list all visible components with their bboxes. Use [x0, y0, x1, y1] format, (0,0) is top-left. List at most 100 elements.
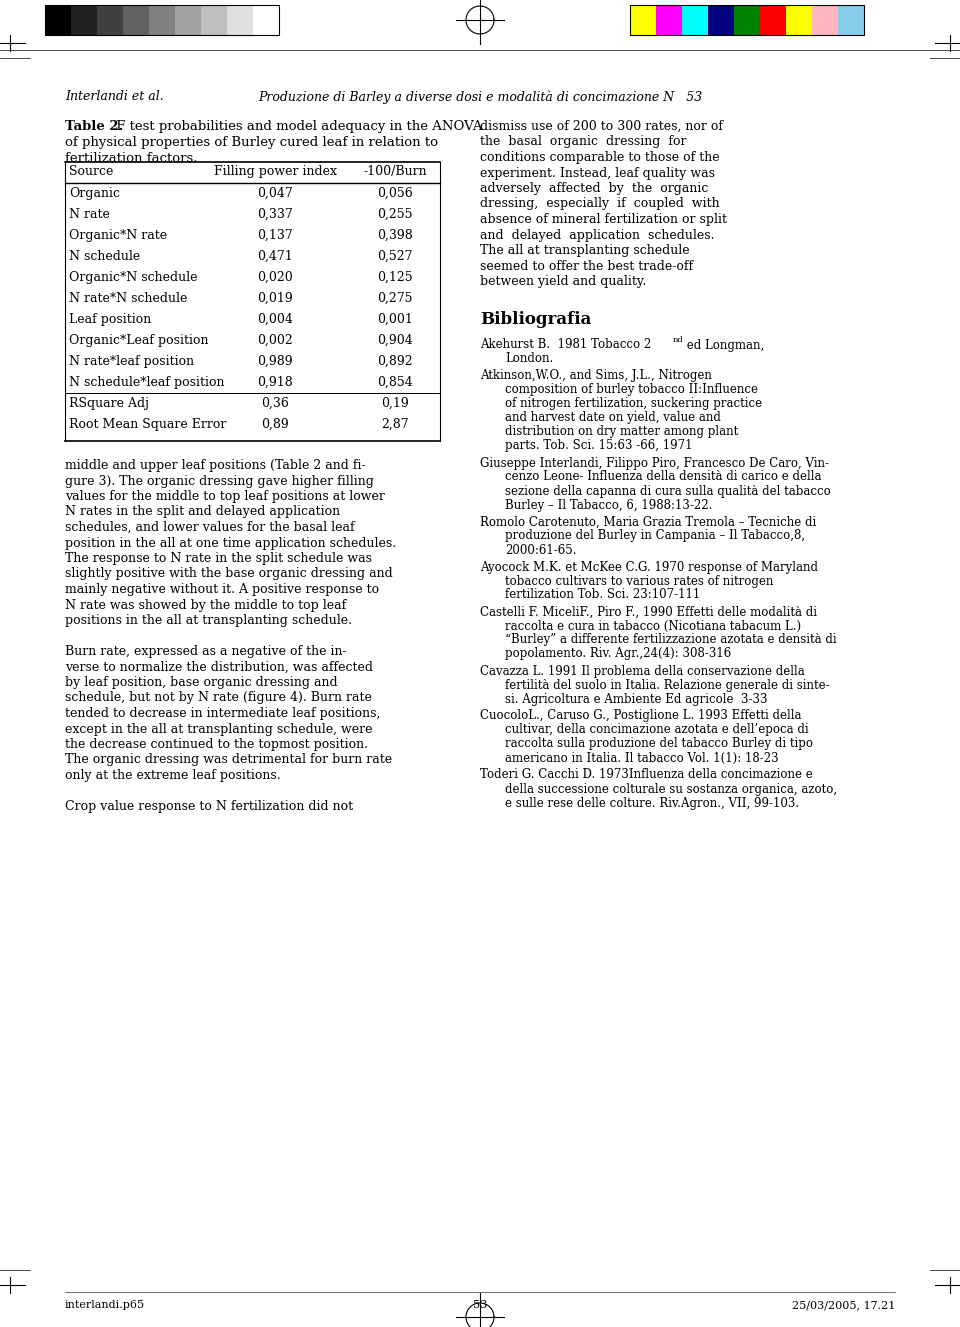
Text: 0,255: 0,255	[377, 208, 413, 222]
Text: 0,892: 0,892	[377, 356, 413, 368]
Text: popolamento. Riv. Agr.,24(4): 308-316: popolamento. Riv. Agr.,24(4): 308-316	[505, 648, 732, 661]
Text: Source: Source	[69, 165, 113, 178]
Bar	[45, 5, 279, 35]
Text: and harvest date on yield, value and: and harvest date on yield, value and	[505, 411, 721, 425]
Bar	[253, 5, 279, 35]
Text: cultivar, della concimazione azotata e dell’epoca di: cultivar, della concimazione azotata e d…	[505, 723, 808, 736]
Text: of nitrogen fertilization, suckering practice: of nitrogen fertilization, suckering pra…	[505, 398, 762, 410]
Text: 0,36: 0,36	[261, 397, 289, 410]
Bar	[630, 5, 656, 35]
Text: -100/Burn: -100/Burn	[363, 165, 427, 178]
Text: Giuseppe Interlandi, Filippo Piro, Francesco De Caro, Vin-: Giuseppe Interlandi, Filippo Piro, Franc…	[480, 456, 829, 470]
Text: the decrease continued to the topmost position.: the decrease continued to the topmost po…	[65, 738, 368, 751]
Bar	[201, 5, 227, 35]
Text: 2,87: 2,87	[381, 418, 409, 431]
Bar	[175, 5, 201, 35]
Text: 0,004: 0,004	[257, 313, 293, 326]
Text: Ayocock M.K. et McKee C.G. 1970 response of Maryland: Ayocock M.K. et McKee C.G. 1970 response…	[480, 560, 818, 573]
Text: parts. Tob. Sci. 15:63 -66, 1971: parts. Tob. Sci. 15:63 -66, 1971	[505, 439, 692, 453]
Text: 0,125: 0,125	[377, 271, 413, 284]
Text: 0,337: 0,337	[257, 208, 293, 222]
Bar	[656, 5, 682, 35]
Text: raccolta e cura in tabacco (Nicotiana tabacum L.): raccolta e cura in tabacco (Nicotiana ta…	[505, 620, 802, 633]
Bar	[812, 5, 838, 35]
Bar	[708, 5, 734, 35]
Text: schedules, and lower values for the basal leaf: schedules, and lower values for the basa…	[65, 522, 354, 533]
Text: between yield and quality.: between yield and quality.	[480, 275, 646, 288]
Text: N rate*leaf position: N rate*leaf position	[69, 356, 194, 368]
Bar	[123, 5, 149, 35]
Text: 0,137: 0,137	[257, 230, 293, 242]
Bar	[149, 5, 175, 35]
Text: middle and upper leaf positions (Table 2 and fi-: middle and upper leaf positions (Table 2…	[65, 459, 366, 472]
Text: The organic dressing was detrimental for burn rate: The organic dressing was detrimental for…	[65, 754, 392, 767]
Text: by leaf position, base organic dressing and: by leaf position, base organic dressing …	[65, 675, 338, 689]
Bar	[786, 5, 812, 35]
Text: si. Agricoltura e Ambiente Ed agricole  3-33: si. Agricoltura e Ambiente Ed agricole 3…	[505, 693, 767, 706]
Text: Interlandi et al.: Interlandi et al.	[65, 90, 164, 104]
Bar	[630, 5, 864, 35]
Text: seemed to offer the best trade-off: seemed to offer the best trade-off	[480, 260, 693, 272]
Text: 2000:61-65.: 2000:61-65.	[505, 544, 577, 556]
Text: F test probabilities and model adequacy in the ANOVA: F test probabilities and model adequacy …	[112, 119, 483, 133]
Text: N rate: N rate	[69, 208, 109, 222]
Text: values for the middle to top leaf positions at lower: values for the middle to top leaf positi…	[65, 490, 385, 503]
Text: 0,527: 0,527	[377, 249, 413, 263]
Text: 0,398: 0,398	[377, 230, 413, 242]
Text: Atkinson,W.O., and Sims, J.L., Nitrogen: Atkinson,W.O., and Sims, J.L., Nitrogen	[480, 369, 712, 382]
Text: Burn rate, expressed as a negative of the in-: Burn rate, expressed as a negative of th…	[65, 645, 347, 658]
Text: the  basal  organic  dressing  for: the basal organic dressing for	[480, 135, 686, 149]
Text: position in the all at one time application schedules.: position in the all at one time applicat…	[65, 536, 396, 549]
Text: The all at transplanting schedule: The all at transplanting schedule	[480, 244, 689, 257]
Text: 0,989: 0,989	[257, 356, 293, 368]
Text: della successione colturale su sostanza organica, azoto,: della successione colturale su sostanza …	[505, 783, 837, 795]
Text: 0,275: 0,275	[377, 292, 413, 305]
Text: 0,020: 0,020	[257, 271, 293, 284]
Text: Table 2.: Table 2.	[65, 119, 124, 133]
Text: 0,056: 0,056	[377, 187, 413, 200]
Text: N schedule: N schedule	[69, 249, 140, 263]
Bar	[838, 5, 864, 35]
Text: 0,047: 0,047	[257, 187, 293, 200]
Text: Leaf position: Leaf position	[69, 313, 152, 326]
Text: e sulle rese delle colture. Riv.Agron., VII, 99-103.: e sulle rese delle colture. Riv.Agron., …	[505, 796, 799, 809]
Text: interlandi.p65: interlandi.p65	[65, 1300, 145, 1310]
Text: 0,019: 0,019	[257, 292, 293, 305]
Text: Organic*N schedule: Organic*N schedule	[69, 271, 198, 284]
Bar	[682, 5, 708, 35]
Bar	[45, 5, 71, 35]
Text: Toderi G. Cacchi D. 1973Influenza della concimazione e: Toderi G. Cacchi D. 1973Influenza della …	[480, 768, 813, 782]
Text: N rate*N schedule: N rate*N schedule	[69, 292, 187, 305]
Text: Bibliografia: Bibliografia	[480, 311, 591, 328]
Text: London.: London.	[505, 353, 553, 365]
Text: Organic*N rate: Organic*N rate	[69, 230, 167, 242]
Text: Root Mean Square Error: Root Mean Square Error	[69, 418, 227, 431]
Text: tended to decrease in intermediate leaf positions,: tended to decrease in intermediate leaf …	[65, 707, 380, 721]
Text: 0,471: 0,471	[257, 249, 293, 263]
Text: and  delayed  application  schedules.: and delayed application schedules.	[480, 228, 714, 242]
Text: fertilization factors.: fertilization factors.	[65, 153, 198, 165]
Text: Cavazza L. 1991 Il problema della conservazione della: Cavazza L. 1991 Il problema della conser…	[480, 665, 804, 678]
Text: Organic*Leaf position: Organic*Leaf position	[69, 334, 208, 346]
Text: schedule, but not by N rate (figure 4). Burn rate: schedule, but not by N rate (figure 4). …	[65, 691, 372, 705]
Text: conditions comparable to those of the: conditions comparable to those of the	[480, 151, 720, 165]
Bar	[760, 5, 786, 35]
Text: absence of mineral fertilization or split: absence of mineral fertilization or spli…	[480, 214, 727, 226]
Text: americano in Italia. Il tabacco Vol. 1(1): 18-23: americano in Italia. Il tabacco Vol. 1(1…	[505, 751, 779, 764]
Text: 0,854: 0,854	[377, 376, 413, 389]
Text: only at the extreme leaf positions.: only at the extreme leaf positions.	[65, 770, 280, 782]
Text: cenzo Leone- Influenza della densità di carico e della: cenzo Leone- Influenza della densità di …	[505, 471, 822, 483]
Bar	[734, 5, 760, 35]
Text: Organic: Organic	[69, 187, 120, 200]
Text: fertilization Tob. Sci. 23:107-111: fertilization Tob. Sci. 23:107-111	[505, 588, 700, 601]
Text: composition of burley tobacco II:Influence: composition of burley tobacco II:Influen…	[505, 384, 758, 397]
Text: 0,002: 0,002	[257, 334, 293, 346]
Text: positions in the all at transplanting schedule.: positions in the all at transplanting sc…	[65, 614, 352, 626]
Text: fertilità del suolo in Italia. Relazione generale di sinte-: fertilità del suolo in Italia. Relazione…	[505, 678, 829, 691]
Text: dismiss use of 200 to 300 rates, nor of: dismiss use of 200 to 300 rates, nor of	[480, 119, 723, 133]
Text: Castelli F. MiceliF., Piro F., 1990 Effetti delle modalità di: Castelli F. MiceliF., Piro F., 1990 Effe…	[480, 605, 817, 618]
Text: 0,918: 0,918	[257, 376, 293, 389]
Text: mainly negative without it. A positive response to: mainly negative without it. A positive r…	[65, 583, 379, 596]
Text: sezione della capanna di cura sulla qualità del tabacco: sezione della capanna di cura sulla qual…	[505, 484, 830, 498]
Text: slightly positive with the base organic dressing and: slightly positive with the base organic …	[65, 568, 393, 580]
